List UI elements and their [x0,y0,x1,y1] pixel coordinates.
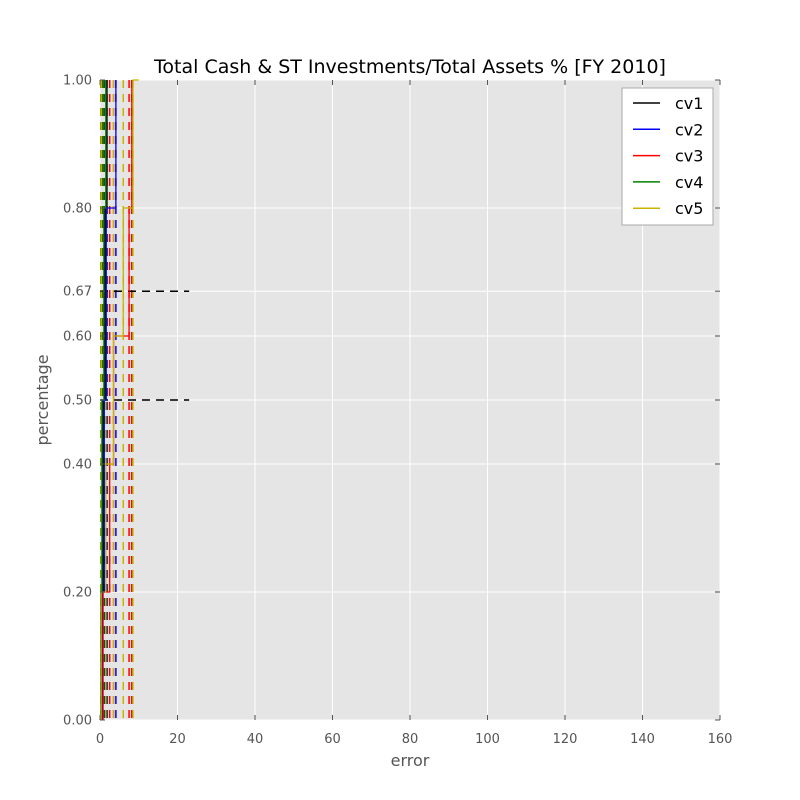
y-tick-label: 0.60 [63,330,92,345]
y-tick-label: 0.00 [63,714,92,729]
legend-label-cv1: cv1 [675,94,703,113]
x-tick-label: 40 [247,732,264,747]
chart-title: Total Cash & ST Investments/Total Assets… [153,56,666,78]
legend: cv1 cv2 cv3 cv4 cv5 [621,87,714,226]
reference-lines [100,290,190,401]
y-tick-label: 1.00 [63,74,92,89]
y-tick-label: 0.20 [63,586,92,601]
legend-label-cv4: cv4 [675,173,703,192]
x-tick-label: 160 [708,732,733,747]
y-tick-label: 0.80 [63,202,92,217]
x-tick-label: 140 [630,732,655,747]
x-tick-label: 0 [96,732,104,747]
legend-label-cv2: cv2 [675,120,703,139]
x-tick-label: 100 [475,732,500,747]
x-axis-label: error [391,751,430,770]
legend-label-cv3: cv3 [675,147,703,166]
y-tick-label: 0.40 [63,458,92,473]
x-tick-label: 60 [324,732,341,747]
x-tick-label: 120 [553,732,578,747]
x-tick-label: 80 [402,732,419,747]
legend-box [621,87,714,226]
x-tick-label: 20 [169,732,186,747]
y-tick-label: 0.67 [63,285,92,300]
legend-label-cv5: cv5 [675,199,703,218]
y-axis-label: percentage [33,354,52,445]
axis-ticks: 0 20 40 60 80 100 120 140 160 0.00 0.20 0.40 0.50 0.6… [63,74,732,748]
y-tick-label: 0.50 [63,394,92,409]
